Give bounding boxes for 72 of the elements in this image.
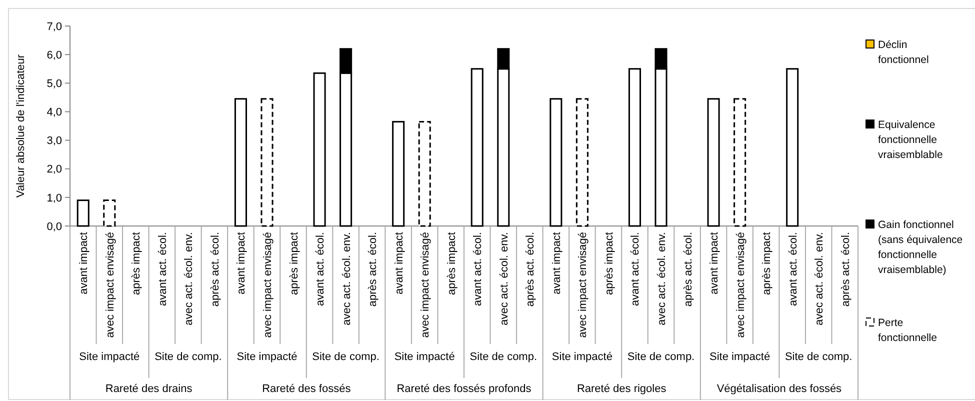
text: Rareté des fossés profonds — [396, 383, 532, 395]
x-tick-label: avant impact — [393, 232, 406, 294]
x-tick-label: avant act. écol. — [472, 232, 484, 306]
text: Site de comp. — [312, 351, 380, 363]
x-tick-label: après impact — [603, 232, 616, 295]
x-tick-label: avant impact — [236, 232, 248, 294]
y-tick-label: 2,0 — [46, 164, 62, 176]
x-tick-label: avec act. écol. env. — [656, 232, 668, 326]
y-tick-label: 1,0 — [46, 192, 62, 204]
x-tick-label: avec impact envisagé — [734, 232, 747, 338]
x-tick-label: avec impact envisagé — [104, 232, 116, 338]
legend-label: Perte fonctionnelle — [878, 317, 938, 344]
x-tick-label: après act. écol. — [840, 232, 852, 307]
bar — [550, 98, 562, 227]
bar — [576, 98, 588, 227]
x-tick-label: avec act. écol. env. — [183, 232, 196, 326]
text: Site impacté — [394, 351, 455, 363]
bar — [418, 120, 431, 227]
bar — [470, 68, 484, 227]
text: Site impacté — [552, 351, 612, 363]
x-tick-label: après impact — [761, 232, 774, 295]
text: Rareté des drains — [105, 383, 193, 395]
x-tick-label: avec impact envisagé — [262, 232, 274, 338]
y-tick-label: 4,0 — [46, 106, 62, 119]
x-tick-label: avant act. écol. — [314, 232, 327, 306]
x-tick-label: avec impact envisagé — [420, 232, 432, 338]
text: Site de comp. — [470, 351, 538, 363]
x-tick-label: après act. écol. — [682, 232, 694, 307]
text: Site de comp. — [627, 351, 695, 363]
x-tick-label: avec act. écol. env. — [340, 232, 353, 326]
x-tick-label: avec impact envisagé — [577, 232, 590, 338]
bar — [103, 200, 116, 227]
bar — [76, 200, 90, 227]
text: Végétalisation des fossés — [716, 383, 842, 395]
x-tick-label: avant impact — [708, 232, 721, 294]
x-tick-label: avec act. écol. env. — [814, 232, 826, 326]
bar — [392, 120, 405, 227]
x-tick-label: avant act. écol. — [156, 232, 169, 306]
text: Site de comp. — [784, 351, 852, 363]
text: Site impacté — [236, 351, 298, 363]
legend-label: Gain fonctionnel (sans équivalence fonctionnelle vraisemblable) — [878, 219, 963, 276]
y-tick-label: 5,0 — [46, 78, 62, 90]
x-tick-label: après act. écol. — [524, 232, 537, 307]
bar — [628, 68, 641, 227]
x-tick-label: avant impact — [78, 232, 90, 294]
legend-label: Déclin fonctionnel — [878, 39, 929, 66]
text: Site de comp. — [154, 351, 222, 363]
bar — [260, 98, 274, 227]
x-tick-label: avant impact — [550, 232, 563, 294]
y-tick-label: 0,0 — [46, 220, 62, 233]
x-tick-label: avec act. écol. env. — [498, 232, 510, 326]
bar — [786, 68, 799, 227]
x-tick-label: après act. écol. — [367, 232, 380, 307]
text: Site impacté — [710, 351, 770, 363]
text: Rareté des rigoles — [576, 383, 667, 395]
x-tick-label: après impact — [130, 232, 143, 295]
text: Site impacté — [79, 351, 140, 363]
x-tick-label: après impact — [288, 232, 300, 295]
x-tick-label: avant act. écol. — [787, 232, 800, 306]
text: Rareté des fossés — [262, 383, 352, 395]
y-tick-label: 6,0 — [46, 49, 62, 62]
y-tick-label: 7,0 — [46, 20, 62, 33]
x-tick-label: après act. écol. — [209, 232, 222, 307]
bar — [734, 98, 746, 227]
legend-label: Equivalence fonctionnelle vraisemblable — [878, 119, 943, 161]
y-tick-label: 3,0 — [46, 135, 62, 148]
y-axis-title: Valeur absolue de l'indicateur — [15, 54, 27, 198]
x-tick-label: après impact — [446, 232, 458, 295]
x-tick-label: avant act. écol. — [630, 232, 642, 306]
bar — [707, 98, 720, 227]
bar — [234, 98, 247, 227]
bar — [313, 72, 326, 227]
